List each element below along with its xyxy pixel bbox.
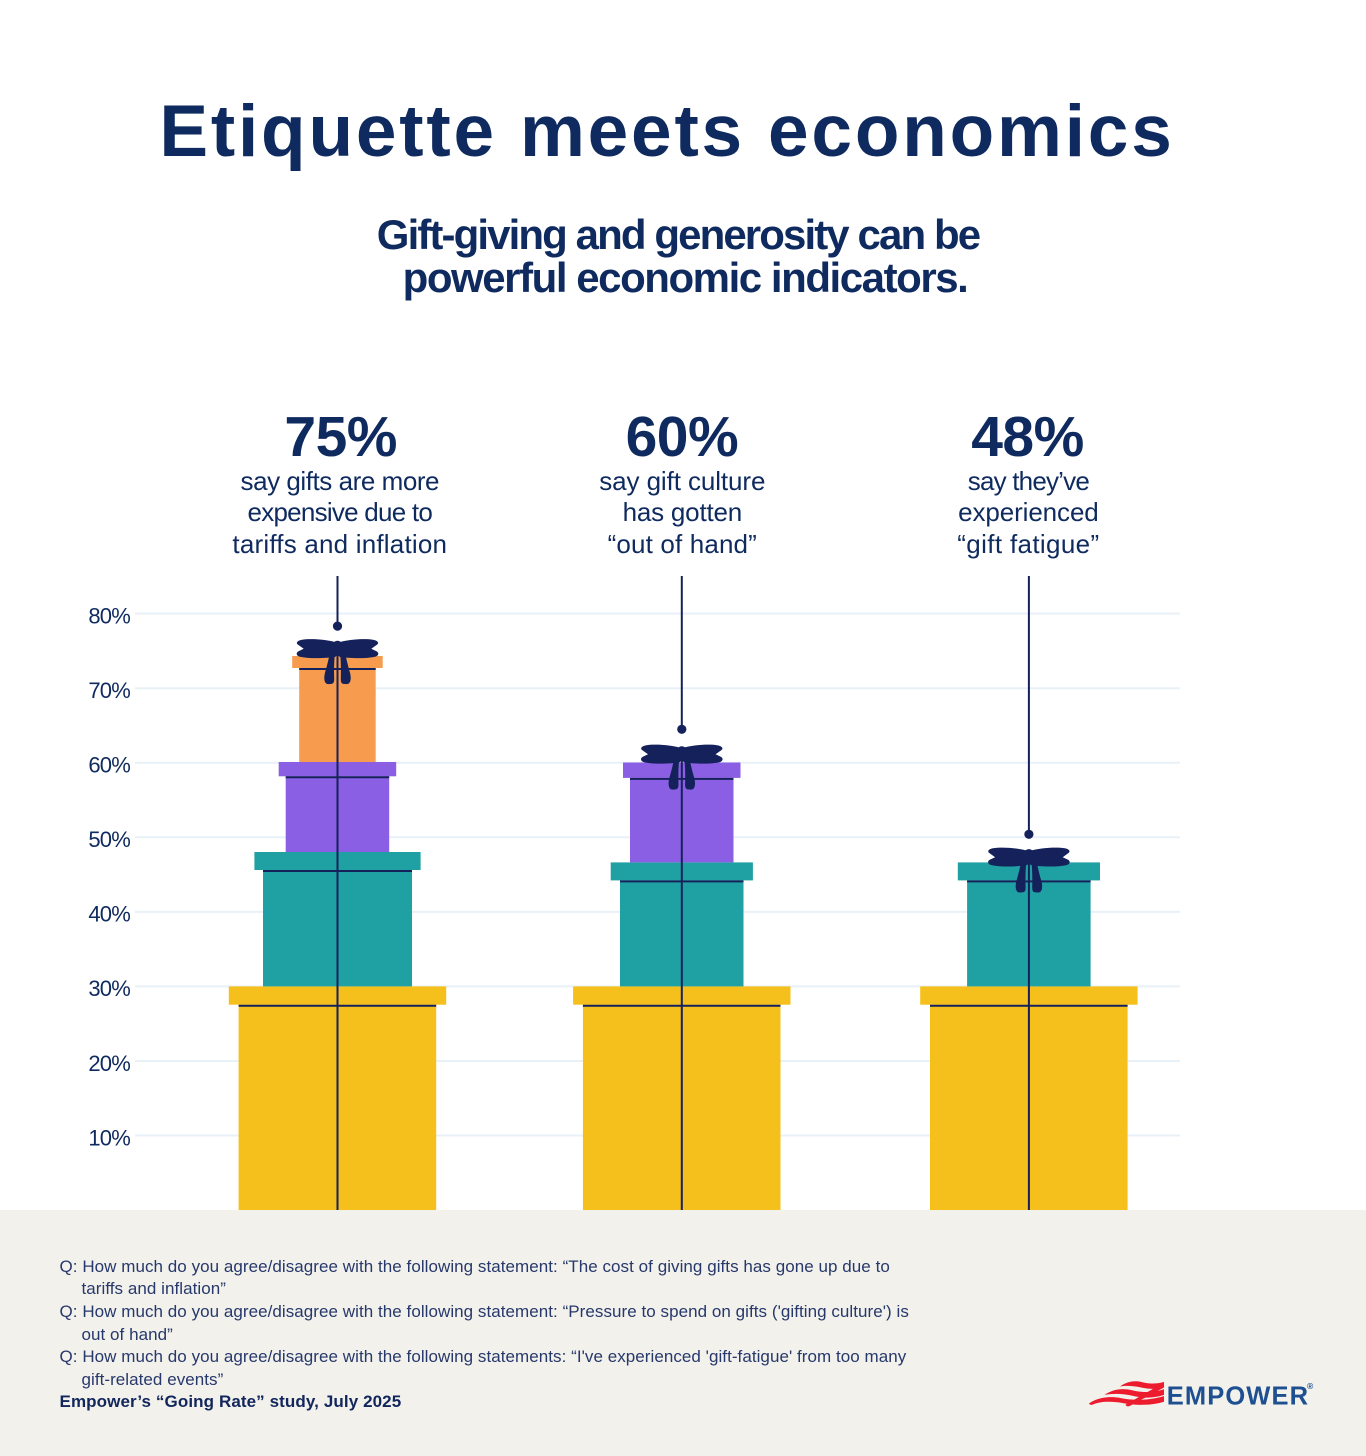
svg-text:20%: 20% (88, 1051, 130, 1076)
svg-text:70%: 70% (88, 678, 130, 703)
svg-text:®: ® (1307, 1381, 1314, 1391)
svg-text:40%: 40% (88, 902, 130, 927)
svg-text:60%: 60% (88, 753, 130, 778)
svg-text:50%: 50% (88, 827, 130, 852)
svg-text:30%: 30% (88, 976, 130, 1001)
svg-text:EMPOWER: EMPOWER (1167, 1382, 1309, 1410)
svg-text:10%: 10% (88, 1125, 130, 1150)
svg-text:80%: 80% (88, 604, 130, 629)
